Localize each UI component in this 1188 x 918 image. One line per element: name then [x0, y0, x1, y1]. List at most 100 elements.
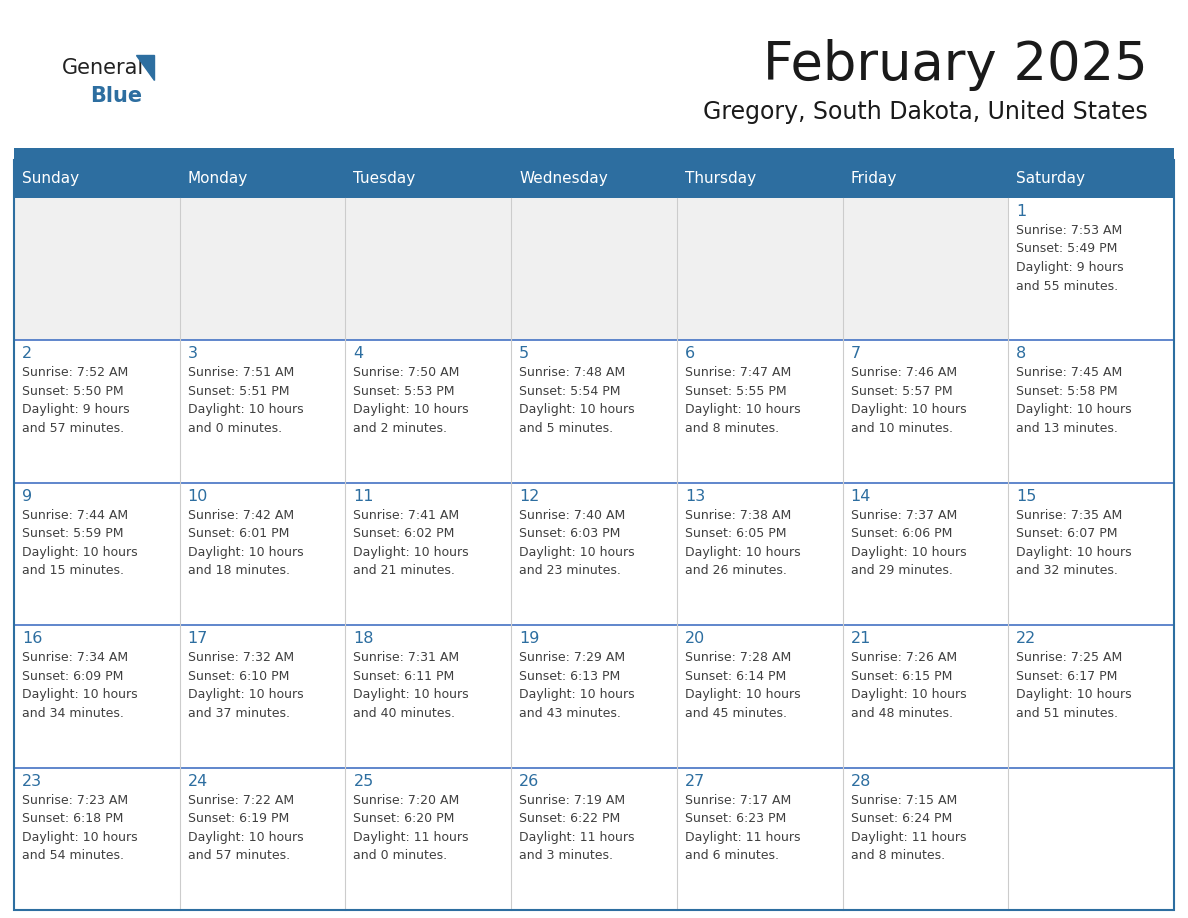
Text: and 45 minutes.: and 45 minutes.: [684, 707, 786, 720]
Bar: [677, 198, 842, 341]
Text: Sunrise: 7:52 AM: Sunrise: 7:52 AM: [23, 366, 128, 379]
Text: Sunset: 5:57 PM: Sunset: 5:57 PM: [851, 385, 953, 397]
Text: Sunset: 6:09 PM: Sunset: 6:09 PM: [23, 670, 124, 683]
Bar: [511, 483, 677, 625]
Text: Daylight: 10 hours: Daylight: 10 hours: [851, 688, 966, 701]
Text: 4: 4: [353, 346, 364, 362]
Text: and 5 minutes.: and 5 minutes.: [519, 422, 613, 435]
Bar: [14, 767, 179, 910]
Bar: [14, 198, 179, 341]
Text: and 26 minutes.: and 26 minutes.: [684, 565, 786, 577]
Text: Daylight: 10 hours: Daylight: 10 hours: [188, 831, 303, 844]
Text: and 21 minutes.: and 21 minutes.: [353, 565, 455, 577]
Text: 9: 9: [23, 488, 32, 504]
Text: and 8 minutes.: and 8 minutes.: [851, 849, 944, 862]
Text: Sunrise: 7:50 AM: Sunrise: 7:50 AM: [353, 366, 460, 379]
Bar: [14, 160, 1174, 198]
Text: Daylight: 10 hours: Daylight: 10 hours: [188, 688, 303, 701]
Text: 24: 24: [188, 774, 208, 789]
Text: 17: 17: [188, 632, 208, 646]
Bar: [511, 767, 677, 910]
Text: Sunset: 5:58 PM: Sunset: 5:58 PM: [1016, 385, 1118, 397]
Text: Daylight: 9 hours: Daylight: 9 hours: [23, 403, 129, 417]
Text: Blue: Blue: [90, 86, 143, 106]
Text: Daylight: 10 hours: Daylight: 10 hours: [188, 546, 303, 559]
Text: Daylight: 10 hours: Daylight: 10 hours: [519, 546, 634, 559]
Text: Sunrise: 7:45 AM: Sunrise: 7:45 AM: [1016, 366, 1123, 379]
Text: Monday: Monday: [188, 172, 248, 186]
Text: Daylight: 11 hours: Daylight: 11 hours: [851, 831, 966, 844]
Text: Sunrise: 7:19 AM: Sunrise: 7:19 AM: [519, 793, 625, 807]
Text: 27: 27: [684, 774, 706, 789]
Bar: [511, 625, 677, 767]
Bar: [14, 625, 179, 767]
Text: and 57 minutes.: and 57 minutes.: [23, 422, 124, 435]
Bar: [179, 483, 346, 625]
Text: and 15 minutes.: and 15 minutes.: [23, 565, 124, 577]
Text: 16: 16: [23, 632, 43, 646]
Text: and 51 minutes.: and 51 minutes.: [1016, 707, 1118, 720]
Text: Daylight: 10 hours: Daylight: 10 hours: [353, 688, 469, 701]
Text: 18: 18: [353, 632, 374, 646]
Text: 20: 20: [684, 632, 706, 646]
Text: Daylight: 10 hours: Daylight: 10 hours: [353, 546, 469, 559]
Bar: [677, 483, 842, 625]
Text: Daylight: 10 hours: Daylight: 10 hours: [23, 831, 138, 844]
Text: Sunrise: 7:41 AM: Sunrise: 7:41 AM: [353, 509, 460, 521]
Text: Daylight: 10 hours: Daylight: 10 hours: [23, 688, 138, 701]
Text: Sunrise: 7:34 AM: Sunrise: 7:34 AM: [23, 651, 128, 665]
Text: and 29 minutes.: and 29 minutes.: [851, 565, 953, 577]
Text: Sunset: 5:49 PM: Sunset: 5:49 PM: [1016, 242, 1118, 255]
Bar: [179, 341, 346, 483]
Text: 2: 2: [23, 346, 32, 362]
Text: Sunrise: 7:15 AM: Sunrise: 7:15 AM: [851, 793, 956, 807]
Text: Daylight: 10 hours: Daylight: 10 hours: [188, 403, 303, 417]
Text: and 0 minutes.: and 0 minutes.: [353, 849, 448, 862]
Text: General: General: [62, 58, 144, 78]
Text: 3: 3: [188, 346, 197, 362]
Text: and 40 minutes.: and 40 minutes.: [353, 707, 455, 720]
Text: Sunday: Sunday: [23, 172, 80, 186]
Text: Sunrise: 7:37 AM: Sunrise: 7:37 AM: [851, 509, 956, 521]
Text: and 54 minutes.: and 54 minutes.: [23, 849, 124, 862]
Text: and 0 minutes.: and 0 minutes.: [188, 422, 282, 435]
Text: and 8 minutes.: and 8 minutes.: [684, 422, 779, 435]
Bar: [511, 341, 677, 483]
Text: Sunset: 5:55 PM: Sunset: 5:55 PM: [684, 385, 786, 397]
Bar: [179, 767, 346, 910]
Bar: [677, 341, 842, 483]
Text: 28: 28: [851, 774, 871, 789]
Text: Wednesday: Wednesday: [519, 172, 608, 186]
Text: and 43 minutes.: and 43 minutes.: [519, 707, 621, 720]
Text: Sunrise: 7:20 AM: Sunrise: 7:20 AM: [353, 793, 460, 807]
Text: Daylight: 10 hours: Daylight: 10 hours: [353, 403, 469, 417]
Text: Sunset: 6:22 PM: Sunset: 6:22 PM: [519, 812, 620, 825]
Bar: [1009, 625, 1174, 767]
Bar: [346, 341, 511, 483]
Text: Sunrise: 7:53 AM: Sunrise: 7:53 AM: [1016, 224, 1123, 237]
Text: Daylight: 10 hours: Daylight: 10 hours: [851, 403, 966, 417]
Text: February 2025: February 2025: [763, 39, 1148, 91]
Text: and 6 minutes.: and 6 minutes.: [684, 849, 779, 862]
Bar: [346, 483, 511, 625]
Text: Daylight: 11 hours: Daylight: 11 hours: [684, 831, 801, 844]
Text: Sunset: 6:06 PM: Sunset: 6:06 PM: [851, 527, 952, 541]
Text: 25: 25: [353, 774, 374, 789]
Text: Sunset: 6:18 PM: Sunset: 6:18 PM: [23, 812, 124, 825]
Text: Gregory, South Dakota, United States: Gregory, South Dakota, United States: [703, 100, 1148, 124]
Text: Sunset: 6:07 PM: Sunset: 6:07 PM: [1016, 527, 1118, 541]
Text: 26: 26: [519, 774, 539, 789]
Text: and 13 minutes.: and 13 minutes.: [1016, 422, 1118, 435]
Text: and 23 minutes.: and 23 minutes.: [519, 565, 621, 577]
Text: Daylight: 10 hours: Daylight: 10 hours: [519, 688, 634, 701]
Text: and 10 minutes.: and 10 minutes.: [851, 422, 953, 435]
Text: Sunset: 6:11 PM: Sunset: 6:11 PM: [353, 670, 455, 683]
Text: Sunset: 5:51 PM: Sunset: 5:51 PM: [188, 385, 289, 397]
Text: Sunset: 6:17 PM: Sunset: 6:17 PM: [1016, 670, 1118, 683]
Bar: [346, 625, 511, 767]
Text: and 2 minutes.: and 2 minutes.: [353, 422, 448, 435]
Bar: [511, 198, 677, 341]
Text: Sunset: 5:59 PM: Sunset: 5:59 PM: [23, 527, 124, 541]
Text: and 55 minutes.: and 55 minutes.: [1016, 279, 1118, 293]
Text: Sunrise: 7:17 AM: Sunrise: 7:17 AM: [684, 793, 791, 807]
